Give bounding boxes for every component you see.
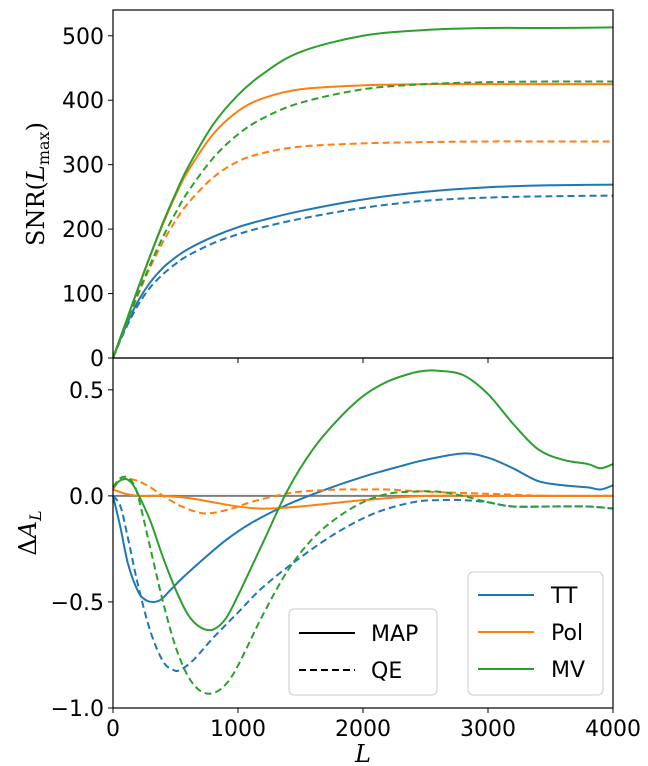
bottom-y-axis-label-delta: Δ <box>14 538 42 555</box>
bottom-series-tt-map <box>112 452 614 603</box>
top-y-axis-label-close: ) <box>22 122 50 131</box>
bottom-series-mv-qe <box>112 475 614 695</box>
top-series-group <box>112 26 614 359</box>
legend-qe-label: QE <box>371 659 402 684</box>
top-series-tt-map <box>112 183 614 359</box>
x-tick-label: 1000 <box>210 717 266 742</box>
top-y-axis-label: SNR(Lmax) <box>22 122 53 246</box>
top-y-tick-label: 500 <box>62 25 104 50</box>
bottom-y-tick-label: 0.0 <box>69 485 104 510</box>
x-tick-label: 2000 <box>335 717 391 742</box>
legend-color: TT Pol MV <box>467 571 604 696</box>
bottom-x-tick-labels: 0 1000 2000 3000 4000 <box>106 717 641 742</box>
bottom-y-tick-label: 0.5 <box>69 379 104 404</box>
bottom-y-axis-label: ΔAL <box>14 510 45 555</box>
legend-map-label: MAP <box>371 622 418 647</box>
top-y-tick-labels: 0 100 200 300 400 500 <box>62 25 104 372</box>
top-series-mv-map <box>112 26 614 359</box>
bottom-tick-marks <box>108 389 614 713</box>
top-y-tick-label: 200 <box>62 218 104 243</box>
legend-pol-label: Pol <box>551 621 583 646</box>
top-panel: 0 100 200 300 400 500 SNR(Lmax) <box>22 9 614 372</box>
bottom-y-tick-labels: −1.0 −0.5 0.0 0.5 <box>51 379 104 722</box>
top-y-tick-label: 300 <box>62 154 104 179</box>
top-y-axis-label-sub: max <box>34 131 53 165</box>
bottom-series-mv-map <box>112 369 614 632</box>
top-y-tick-label: 0 <box>90 347 104 372</box>
top-axes-frame <box>112 9 614 359</box>
top-y-tick-label: 100 <box>62 283 104 308</box>
bottom-series-tt-qe <box>112 495 614 673</box>
bottom-y-axis-label-var: A <box>14 521 42 540</box>
top-series-tt-qe <box>112 194 614 359</box>
bottom-axes-frame <box>112 357 614 709</box>
top-y-tick-label: 400 <box>62 89 104 114</box>
bottom-y-tick-label: −0.5 <box>51 591 104 616</box>
bottom-series-pol-qe <box>112 477 614 515</box>
x-tick-label: 0 <box>106 717 120 742</box>
top-series-mv-qe <box>112 80 614 359</box>
x-axis-label: L <box>354 740 371 766</box>
legend-linestyle: MAP QE <box>288 608 438 696</box>
legend-tt-label: TT <box>550 584 578 609</box>
top-y-axis-label-main: SNR( <box>22 181 50 246</box>
top-y-axis-label-var: L <box>22 165 50 182</box>
legend-linestyle-box <box>288 608 438 696</box>
legend-color-box <box>467 571 604 696</box>
legend-mv-label: MV <box>551 658 585 683</box>
top-series-pol-map <box>112 83 613 359</box>
bottom-series-group <box>112 369 614 695</box>
bottom-panel: −1.0−0.50.00.5 0 1000 2000 3000 4000 ΔAL L <box>14 357 641 766</box>
x-tick-label: 3000 <box>460 717 516 742</box>
bottom-y-axis-label-sub: L <box>26 510 45 522</box>
bottom-y-tick-label: −1.0 <box>51 697 104 722</box>
x-tick-label: 4000 <box>585 717 641 742</box>
